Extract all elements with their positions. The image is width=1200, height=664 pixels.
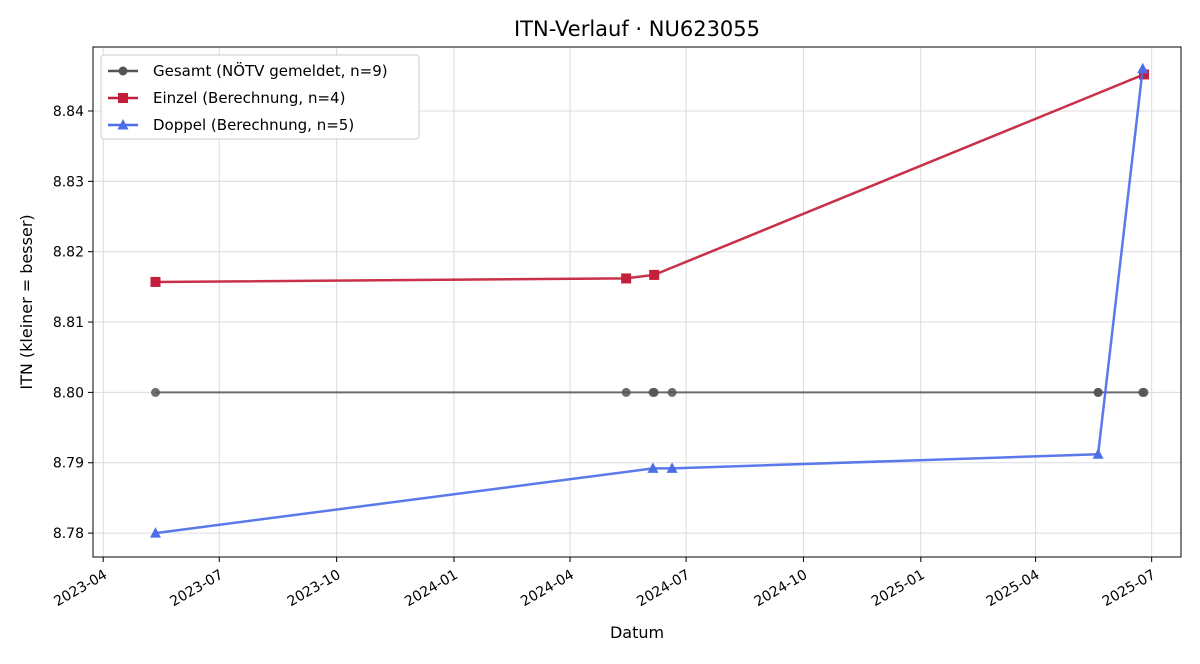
y-tick-label: 8.80 <box>53 385 84 401</box>
data-point <box>150 276 161 287</box>
y-axis: 8.78 8.79 8.80 8.81 8.82 8.83 8.84 <box>53 104 93 542</box>
y-tick-label: 8.83 <box>53 174 84 190</box>
series-line <box>155 73 1145 284</box>
series-layer <box>149 62 1150 538</box>
legend-label: Doppel (Berechnung, n=5) <box>153 116 354 134</box>
legend-marker <box>118 93 128 103</box>
legend-entry: Gesamt (NÖTV gemeldet, n=9) <box>108 61 388 80</box>
x-tick-label: 2024-07 <box>634 567 693 610</box>
x-axis-label: Datum <box>610 623 664 642</box>
data-point <box>621 273 632 284</box>
data-point <box>149 527 161 538</box>
x-tick-label: 2024-01 <box>402 567 461 610</box>
legend: Gesamt (NÖTV gemeldet, n=9) Einzel (Berec… <box>100 54 420 140</box>
legend-entry: Doppel (Berechnung, n=5) <box>108 116 354 134</box>
legend-box <box>100 54 420 140</box>
x-tick-label: 2025-01 <box>869 567 928 610</box>
y-axis-label: ITN (kleiner = besser) <box>17 214 36 389</box>
series-3 <box>149 62 1149 538</box>
data-point <box>1139 387 1149 397</box>
y-tick-label: 8.82 <box>53 245 84 261</box>
legend-entry: Einzel (Berechnung, n=4) <box>108 89 345 107</box>
x-tick-label: 2024-04 <box>518 567 577 610</box>
x-tick-label: 2023-07 <box>167 567 226 610</box>
data-point <box>1093 387 1103 397</box>
y-tick-label: 8.81 <box>53 315 84 331</box>
data-point <box>150 387 160 397</box>
legend-label: Gesamt (NÖTV gemeldet, n=9) <box>153 61 388 80</box>
data-point <box>647 462 659 473</box>
x-tick-label: 2023-04 <box>51 567 110 610</box>
data-point <box>621 387 631 397</box>
data-point <box>666 462 678 473</box>
legend-marker <box>118 66 128 76</box>
series-1 <box>150 387 1149 397</box>
x-tick-label: 2024-10 <box>752 567 811 610</box>
x-tick-label: 2025-07 <box>1100 567 1159 610</box>
x-tick-label: 2025-04 <box>984 567 1043 610</box>
data-point <box>649 269 660 280</box>
x-tick-label: 2023-10 <box>285 567 344 610</box>
legend-marker <box>117 119 129 130</box>
series-2 <box>150 69 1150 287</box>
y-tick-label: 8.78 <box>53 526 84 542</box>
data-point <box>649 387 659 397</box>
chart-title: ITN-Verlauf · NU623055 <box>514 17 760 41</box>
data-point <box>1139 69 1150 80</box>
data-point <box>667 387 677 397</box>
plot-frame <box>92 46 1182 558</box>
data-point <box>1137 62 1149 74</box>
y-tick-label: 8.79 <box>53 456 84 472</box>
y-tick-label: 8.84 <box>53 104 84 120</box>
x-axis: 2023-04 2023-07 2023-10 2024-01 2024-04 2024-… <box>51 557 1158 610</box>
legend-label: Einzel (Berechnung, n=4) <box>153 89 345 107</box>
data-point <box>1092 448 1104 459</box>
